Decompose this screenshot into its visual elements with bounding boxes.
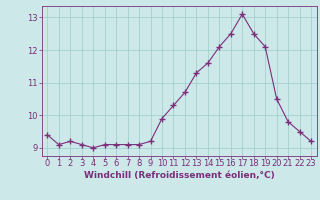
X-axis label: Windchill (Refroidissement éolien,°C): Windchill (Refroidissement éolien,°C) — [84, 171, 275, 180]
